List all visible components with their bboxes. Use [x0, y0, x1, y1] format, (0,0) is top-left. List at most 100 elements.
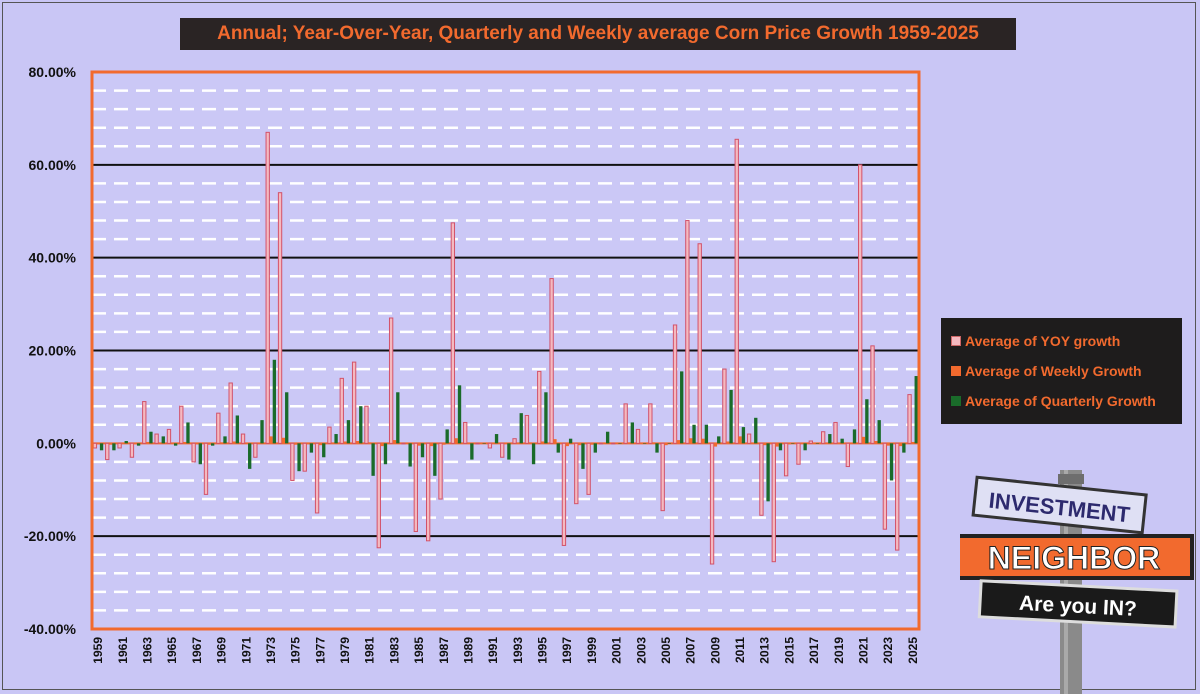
bar-quarterly-1970 — [235, 415, 240, 444]
y-axis-ticks: 80.00% 60.00% 40.00% 20.00% 0.00% -20.00% -40.… — [24, 64, 77, 637]
bar-weekly-1963 — [145, 441, 150, 444]
bar-weekly-1999 — [590, 443, 594, 445]
bar-weekly-1960 — [108, 443, 113, 445]
bar-yoy-2015 — [783, 442, 789, 477]
bar-quarterly-1982 — [383, 443, 388, 465]
bar-weekly-1970 — [232, 441, 236, 444]
y-tick-label: 80.00% — [29, 64, 77, 80]
x-tick-label: 1999 — [585, 637, 599, 664]
x-tick-label: 1997 — [560, 637, 574, 664]
x-tick-label: 2003 — [634, 637, 648, 664]
bar-weekly-1993 — [516, 443, 520, 444]
y-tick-label: 20.00% — [29, 343, 77, 359]
bar-yoy-1990 — [475, 442, 480, 445]
bar-quarterly-1975 — [297, 443, 301, 472]
legend-item-weekly: Average of Weekly Growth — [951, 356, 1172, 386]
plot-border — [90, 70, 921, 631]
bar-yoy-1972 — [253, 442, 258, 458]
bar-weekly-1959 — [96, 443, 100, 445]
bar-yoy-1992 — [500, 442, 505, 458]
bar-yoy-1982 — [376, 442, 381, 549]
bar-yoy-1983 — [388, 317, 394, 444]
bar-yoy-1994 — [524, 414, 530, 444]
legend: Average of YOY growth Average of Weekly … — [941, 318, 1182, 424]
bar-weekly-1986 — [429, 443, 434, 447]
bar-weekly-2020 — [849, 443, 853, 444]
bar-quarterly-1967 — [198, 443, 202, 465]
bar-yoy-1979 — [339, 377, 344, 444]
bar-weekly-1980 — [355, 441, 360, 444]
bar-yoy-1968 — [203, 442, 209, 495]
bar-quarterly-1976 — [309, 443, 314, 453]
bar-quarterly-1980 — [359, 406, 363, 444]
bar-yoy-1995 — [537, 370, 542, 444]
bar-yoy-1971 — [240, 433, 246, 444]
bar-quarterly-2025 — [914, 376, 918, 444]
bar-yoy-2020 — [845, 442, 851, 468]
x-tick-label: 1981 — [363, 637, 377, 664]
legend-swatch-weekly — [951, 366, 961, 376]
bar-quarterly-1995 — [544, 392, 548, 444]
bar-weekly-1992 — [503, 443, 508, 444]
bar-weekly-2010 — [726, 441, 730, 444]
bar-yoy-1976 — [302, 442, 307, 472]
bar-weekly-2011 — [738, 436, 742, 444]
x-tick-label: 1985 — [412, 637, 426, 664]
bar-quarterly-2019 — [840, 438, 844, 444]
chart-title: Annual; Year-Over-Year, Quarterly and We… — [180, 18, 1016, 50]
bar-quarterly-1986 — [433, 443, 437, 476]
bar-quarterly-2021 — [865, 399, 869, 444]
bar-weekly-1971 — [244, 442, 249, 444]
bar-weekly-2023 — [886, 443, 890, 446]
bar-yoy-1988 — [450, 222, 456, 444]
bar-weekly-1973 — [269, 436, 273, 444]
bar-quarterly-1966 — [186, 422, 190, 444]
bar-quarterly-1960 — [112, 443, 116, 451]
bar-quarterly-2023 — [889, 443, 894, 481]
bar-quarterly-2016 — [803, 443, 807, 451]
bar-yoy-1961 — [117, 442, 122, 449]
bar-yoy-1974 — [277, 192, 283, 444]
bar-yoy-1993 — [512, 438, 517, 444]
bar-quarterly-1983 — [396, 392, 400, 444]
bar-quarterly-1996 — [556, 443, 560, 453]
bar-quarterly-1979 — [346, 420, 351, 444]
bar-quarterly-1962 — [136, 443, 141, 446]
bar-quarterly-1973 — [272, 359, 277, 444]
bar-yoy-1964 — [154, 433, 159, 444]
bar-quarterly-2015 — [791, 443, 795, 444]
bar-yoy-2025 — [907, 394, 912, 444]
bar-yoy-1973 — [265, 131, 270, 444]
bar-weekly-1969 — [219, 442, 224, 444]
bar-weekly-2022 — [874, 441, 878, 444]
bar-yoy-2018 — [820, 431, 826, 444]
bar-quarterly-1968 — [210, 443, 215, 446]
bar-weekly-1967 — [195, 443, 199, 445]
bar-quarterly-2003 — [643, 443, 647, 444]
bar-quarterly-1972 — [260, 420, 264, 444]
x-tick-label: 2021 — [856, 637, 870, 664]
bar-yoy-2008 — [697, 243, 702, 444]
bar-weekly-2016 — [800, 443, 804, 444]
bar-quarterly-2000 — [605, 431, 610, 444]
bar-yoy-1965 — [166, 428, 172, 444]
bar-weekly-1988 — [454, 438, 458, 444]
bar-quarterly-1992 — [507, 443, 511, 460]
bar-weekly-1961 — [121, 442, 125, 444]
bar-quarterly-1989 — [470, 443, 474, 460]
x-tick-label: 1961 — [116, 637, 130, 664]
y-tick-label: -20.00% — [24, 528, 77, 544]
x-tick-label: 2019 — [832, 637, 846, 664]
x-tick-label: 2001 — [610, 637, 624, 664]
bar-weekly-1984 — [405, 443, 409, 444]
bar-yoy-1977 — [314, 442, 320, 514]
y-tick-label: 0.00% — [36, 435, 76, 451]
bar-weekly-1977 — [318, 443, 323, 446]
bar-yoy-2005 — [660, 442, 665, 512]
bar-quarterly-2024 — [902, 443, 906, 453]
bar-weekly-2009 — [713, 443, 718, 447]
bar-weekly-2025 — [911, 441, 915, 444]
bar-yoy-1960 — [105, 442, 110, 461]
x-tick-label: 2011 — [733, 637, 747, 663]
